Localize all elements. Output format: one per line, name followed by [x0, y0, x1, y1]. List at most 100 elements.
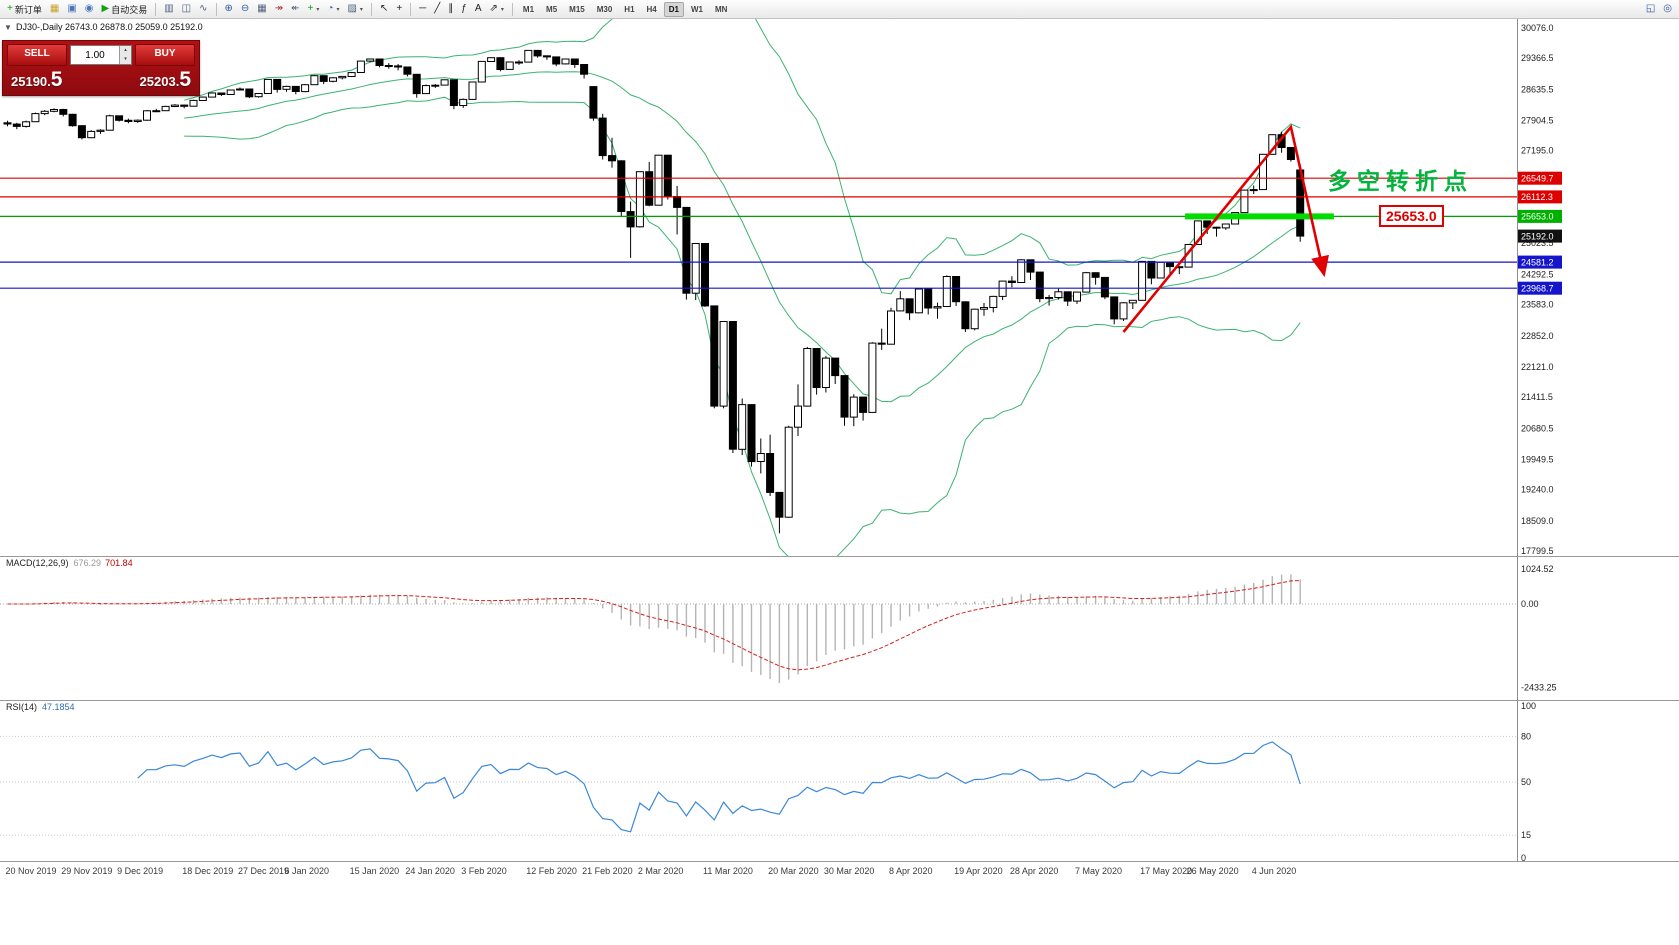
text-label-icon-glyph: A	[474, 3, 482, 14]
cursor-icon[interactable]: ↖	[377, 1, 391, 18]
auto-trading-glyph: ▶	[101, 3, 110, 14]
periods-icon[interactable]: ◔ ▾	[324, 1, 342, 18]
volume-down-button[interactable]: ▾	[120, 55, 131, 64]
rsi-scale-label: 15	[1521, 830, 1531, 840]
equidistant-channel-icon-glyph: ∥	[448, 3, 454, 14]
expert-advisors-icon-glyph: ▦	[49, 3, 60, 14]
date-label: 20 Mar 2020	[768, 866, 819, 876]
info-icon-glyph: ◉	[84, 3, 94, 14]
price-tag-text: 25653.0	[1521, 212, 1554, 222]
bar-chart-icon[interactable]: ▥	[161, 1, 176, 18]
date-label: 8 Apr 2020	[889, 866, 933, 876]
new-order-button[interactable]: + 新订单	[4, 1, 45, 18]
fibonacci-icon[interactable]: ƒ	[458, 1, 470, 18]
macd-signal-value: 701.84	[105, 558, 133, 568]
chart-shift-icon-glyph: ↞	[291, 3, 300, 14]
arrows-icon[interactable]: ⇗ ▾	[487, 1, 507, 18]
timeframe-button-m5[interactable]: M5	[546, 4, 558, 14]
price-axis-label: 29366.5	[1521, 53, 1554, 63]
tile-windows-icon-glyph: ▦	[257, 3, 267, 14]
date-label: 4 Jun 2020	[1252, 866, 1297, 876]
expert-advisors-icon[interactable]: ▦	[47, 1, 62, 18]
zoom-in-icon[interactable]: ⊕	[222, 1, 236, 18]
horizontal-line-icon[interactable]: ─	[416, 1, 429, 18]
toolbar-right-buttons: ◱ ◎	[1642, 1, 1676, 18]
templates-icon-glyph: ▨	[347, 3, 357, 14]
price-tag-24581.2	[1518, 255, 1562, 269]
new-order-button-label: 新订单	[14, 4, 42, 15]
tile-windows-icon[interactable]: ▦	[254, 1, 269, 18]
price-axis-label: 17799.5	[1521, 546, 1554, 556]
line-chart-icon-glyph: ∿	[199, 3, 208, 14]
auto-scroll-icon[interactable]: ↠	[272, 1, 286, 18]
timeframe-button-m30[interactable]: M30	[596, 4, 613, 14]
date-label: 19 Apr 2020	[954, 866, 1003, 876]
price-axis-label: 30076.0	[1521, 23, 1554, 33]
timeframe-button-m15[interactable]: M15	[569, 4, 585, 14]
price-tag-26549.7	[1518, 171, 1562, 185]
text-label-icon[interactable]: A	[472, 1, 485, 18]
crosshair-icon[interactable]: +	[393, 1, 405, 18]
chart-ohlc-title: DJ30-,Daily 26743.0 26878.0 25059.0 2519…	[16, 22, 203, 32]
volume-input[interactable]	[71, 46, 119, 64]
sell-button[interactable]: SELL	[7, 44, 67, 66]
bar-chart-icon-glyph: ▥	[164, 3, 174, 14]
new-chart-icon-glyph: ◱	[1645, 3, 1656, 14]
info-icon[interactable]: ◉	[82, 1, 97, 18]
buy-button[interactable]: BUY	[135, 44, 195, 66]
turning-point-annotation[interactable]: 多空转折点	[1328, 168, 1473, 194]
date-label: 9 Dec 2019	[117, 866, 163, 876]
rsi-panel	[0, 735, 1517, 836]
timeframe-button-h1[interactable]: H1	[624, 4, 635, 14]
candlestick-chart-icon[interactable]: ◫	[179, 1, 194, 18]
terminal-icon[interactable]: ▣	[64, 1, 79, 18]
macd-scale-zero: 0.00	[1521, 599, 1539, 609]
indicators-icon[interactable]: + ▾	[305, 1, 323, 18]
price-tag-text: 24581.2	[1521, 257, 1554, 267]
rsi-value: 47.1854	[42, 702, 75, 712]
zoom-out-icon[interactable]: ⊖	[238, 1, 252, 18]
rsi-scale-label: 100	[1521, 701, 1536, 711]
price-axis-label: 18509.0	[1521, 516, 1554, 526]
volume-up-button[interactable]: ▴	[120, 46, 131, 55]
one-click-collapse-icon[interactable]: ▼	[4, 23, 12, 32]
price-tag-text: 23968.7	[1521, 283, 1554, 293]
timeframe-button-mn[interactable]: MN	[715, 4, 728, 14]
trendline-icon[interactable]: ╱	[431, 1, 443, 18]
date-label: 21 Feb 2020	[582, 866, 633, 876]
macd-main-value: 676.29	[73, 558, 102, 568]
price-axis-label: 21411.5	[1521, 392, 1553, 402]
cursor-icon-glyph: ↖	[379, 3, 389, 14]
trend-arrow[interactable]	[1122, 124, 1329, 333]
support-highlight-bar[interactable]	[1185, 213, 1334, 220]
rsi-scale-label: 80	[1521, 731, 1531, 741]
date-label: 11 Mar 2020	[703, 866, 753, 876]
price-tag-text: 25192.0	[1521, 231, 1554, 241]
rsi-scale-label: 0	[1521, 853, 1526, 863]
templates-icon[interactable]: ▨ ▾	[344, 1, 365, 18]
timeframe-button-h4[interactable]: H4	[646, 4, 657, 14]
price-tag-text: 26112.3	[1521, 192, 1553, 202]
chart-shift-icon[interactable]: ↞	[288, 1, 302, 18]
buy-price-big-digit: 5	[179, 68, 191, 91]
bollinger-upper-band	[184, 19, 1301, 295]
line-chart-icon[interactable]: ∿	[196, 1, 210, 18]
price-tag-26112.3	[1518, 190, 1562, 204]
terminal-icon-glyph: ▣	[67, 3, 77, 14]
timeframe-button-m1[interactable]: M1	[522, 4, 535, 14]
rsi-indicator-label: RSI(14) 47.1854	[6, 702, 75, 712]
search-icon[interactable]: ◎	[1660, 1, 1675, 18]
auto-trading-button[interactable]: ▶ 自动交易	[99, 1, 151, 18]
price-axis-label: 22852.0	[1521, 331, 1554, 341]
new-order-glyph: +	[7, 3, 13, 14]
date-label: 7 May 2020	[1075, 866, 1122, 876]
price-level-callout[interactable]: 25653.0	[1379, 205, 1444, 227]
timeframe-button-d1[interactable]: D1	[663, 1, 684, 17]
new-chart-icon[interactable]: ◱	[1643, 1, 1658, 18]
zoom-out-icon-glyph: ⊖	[240, 3, 250, 14]
buy-price-main: 25203.	[139, 74, 180, 89]
timeframe-button-w1[interactable]: W1	[691, 4, 703, 14]
equidistant-channel-icon[interactable]: ∥	[445, 1, 456, 18]
date-label: 3 Feb 2020	[461, 866, 507, 876]
